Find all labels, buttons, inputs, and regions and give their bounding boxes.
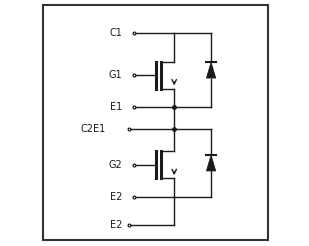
Text: C2E1: C2E1 — [80, 124, 105, 134]
Text: E1: E1 — [110, 102, 123, 112]
Polygon shape — [206, 155, 216, 171]
FancyBboxPatch shape — [43, 5, 268, 240]
Text: G2: G2 — [109, 160, 123, 170]
Polygon shape — [206, 62, 216, 78]
Text: E2: E2 — [110, 192, 123, 202]
Text: E2: E2 — [110, 220, 123, 230]
Text: C1: C1 — [110, 28, 123, 38]
Text: G1: G1 — [109, 70, 123, 80]
